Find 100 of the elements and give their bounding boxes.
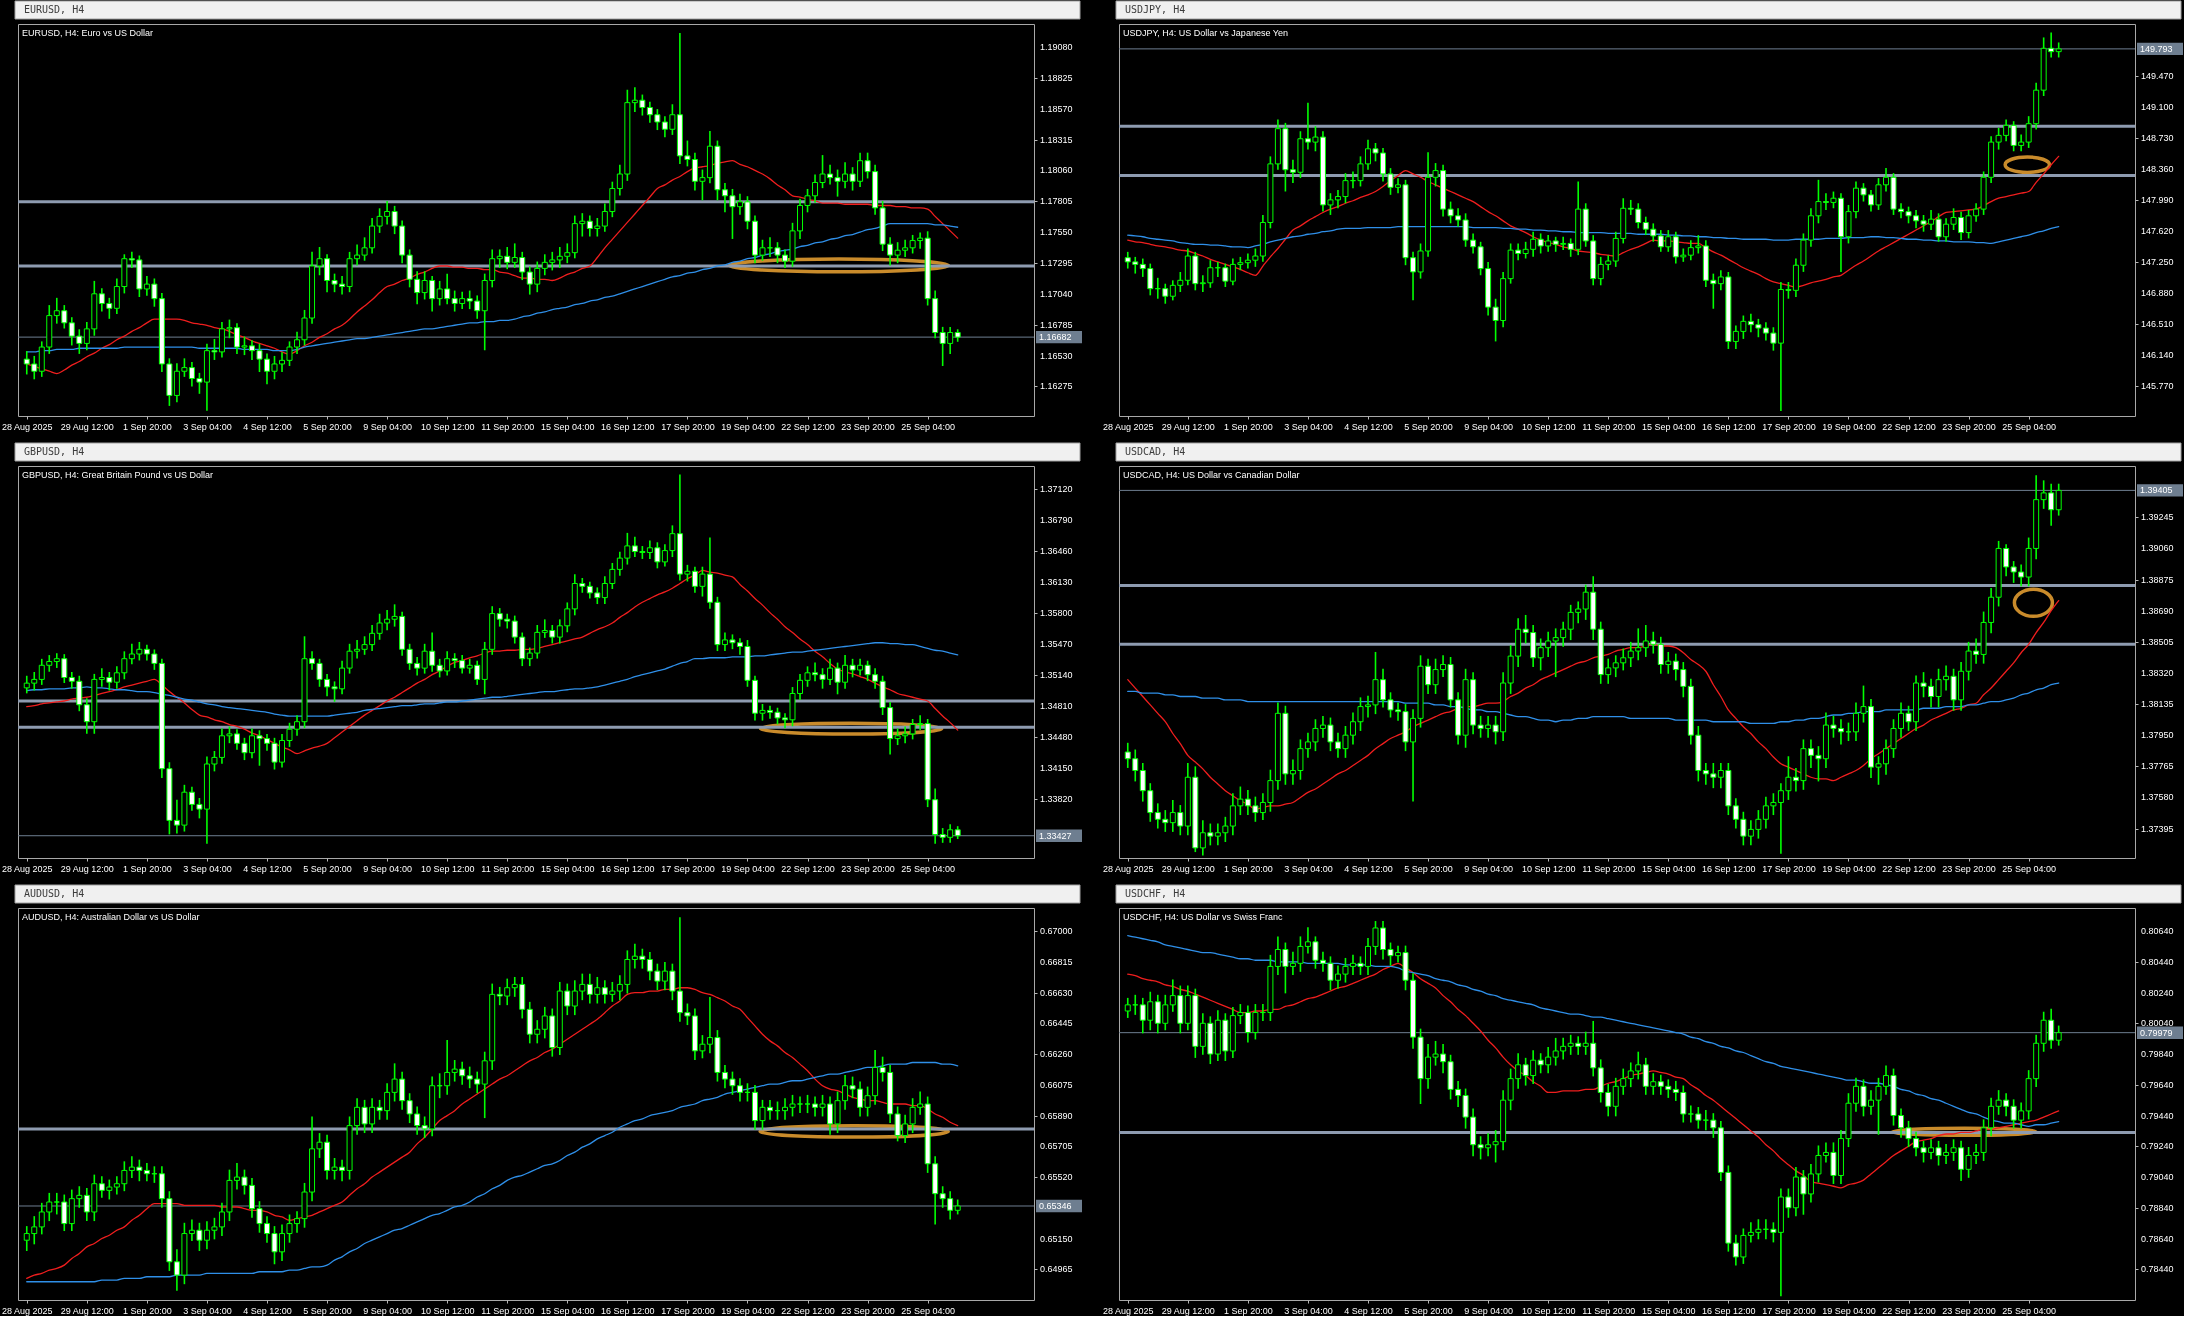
x-tick-label: 23 Sep 20:00 — [1942, 421, 1996, 432]
candlestick — [1702, 1110, 1709, 1131]
y-tick-label: 1.34810 — [1040, 700, 1073, 711]
y-tick-label: 1.38875 — [2141, 574, 2174, 585]
y-tick-label: 1.37765 — [2141, 761, 2174, 772]
y-tick-label: 0.79240 — [2141, 1141, 2174, 1152]
x-tick-label: 19 Sep 04:00 — [721, 421, 775, 432]
y-tick-label: 1.17040 — [1040, 288, 1073, 299]
x-tick-label: 10 Sep 12:00 — [1521, 421, 1576, 432]
x-tick-label: 4 Sep 12:00 — [1344, 863, 1393, 874]
y-tick-label: 1.37120 — [1040, 483, 1073, 494]
x-tick-label: 25 Sep 04:00 — [2002, 421, 2056, 432]
x-tick-label: 5 Sep 20:00 — [1404, 1305, 1453, 1316]
x-tick-label: 17 Sep 20:00 — [661, 421, 715, 432]
y-tick-label: 1.17550 — [1040, 227, 1073, 238]
x-tick-label: 9 Sep 04:00 — [1464, 421, 1513, 432]
y-tick-label: 0.78440 — [2141, 1264, 2174, 1275]
y-tick-label: 0.79040 — [2141, 1172, 2174, 1183]
y-tick-label: 0.79840 — [2141, 1049, 2174, 1060]
x-tick-label: 28 Aug 2025 — [1, 1305, 53, 1316]
ref-line-label: 149.793 — [2140, 43, 2173, 54]
x-tick-label: 19 Sep 04:00 — [721, 1305, 775, 1316]
x-tick-label: 1 Sep 20:00 — [123, 421, 172, 432]
y-tick-label: 1.37950 — [2141, 730, 2174, 741]
x-tick-label: 4 Sep 12:00 — [243, 1305, 292, 1316]
line-series — [1127, 935, 2060, 1127]
y-tick-label: 1.39245 — [2141, 512, 2174, 523]
x-tick-label: 3 Sep 04:00 — [183, 421, 232, 432]
y-tick-label: 0.66815 — [1040, 956, 1073, 967]
candlestick — [1162, 283, 1169, 304]
chart-subtitle: AUDUSD, H4: Australian Dollar vs US Dollar — [22, 912, 200, 922]
x-tick-label: 11 Sep 20:00 — [1582, 863, 1636, 874]
x-tick-label: 23 Sep 20:00 — [1942, 1305, 1996, 1316]
y-tick-label: 1.16530 — [1040, 350, 1073, 361]
candlestick — [2055, 483, 2062, 516]
y-tick-label: 1.38690 — [2141, 605, 2174, 616]
x-tick-label: 1 Sep 20:00 — [1224, 421, 1273, 432]
y-tick-label: 149.470 — [2141, 70, 2174, 81]
x-tick-label: 17 Sep 20:00 — [1762, 421, 1816, 432]
y-tick-label: 1.36460 — [1040, 545, 1073, 556]
x-tick-label: 22 Sep 12:00 — [1882, 421, 1936, 432]
candlestick — [1124, 997, 1131, 1018]
x-tick-label: 19 Sep 04:00 — [1822, 863, 1876, 874]
x-tick-label: 23 Sep 20:00 — [841, 1305, 895, 1316]
y-tick-label: 0.64965 — [1040, 1264, 1073, 1275]
chart-subtitle: USDCAD, H4: US Dollar vs Canadian Dollar — [1123, 470, 1300, 480]
x-tick-label: 29 Aug 12:00 — [1161, 1305, 1215, 1316]
x-tick-label: 16 Sep 12:00 — [601, 421, 655, 432]
chart-title: USDJPY, H4 — [1125, 4, 1186, 15]
x-tick-label: 5 Sep 20:00 — [303, 1305, 352, 1316]
x-tick-label: 3 Sep 04:00 — [183, 1305, 232, 1316]
x-tick-label: 9 Sep 04:00 — [1464, 863, 1513, 874]
ref-line-label: 1.16682 — [1039, 332, 1072, 343]
x-tick-label: 17 Sep 20:00 — [661, 863, 715, 874]
x-tick-label: 1 Sep 20:00 — [1224, 863, 1273, 874]
x-tick-label: 25 Sep 04:00 — [901, 421, 955, 432]
y-tick-label: 0.80040 — [2141, 1018, 2174, 1029]
y-tick-label: 0.78640 — [2141, 1233, 2174, 1244]
chart-subtitle: USDJPY, H4: US Dollar vs Japanese Yen — [1123, 28, 1288, 38]
y-tick-label: 147.620 — [2141, 225, 2174, 236]
y-tick-label: 1.17805 — [1040, 196, 1073, 207]
y-tick-label: 0.79640 — [2141, 1079, 2174, 1090]
y-tick-label: 1.33820 — [1040, 793, 1073, 804]
chart-title: AUDUSD, H4 — [24, 888, 85, 899]
y-tick-label: 146.510 — [2141, 318, 2174, 329]
y-tick-label: 1.19080 — [1040, 41, 1073, 52]
y-tick-label: 0.67000 — [1040, 926, 1073, 937]
y-tick-label: 1.17295 — [1040, 257, 1073, 268]
x-tick-label: 28 Aug 2025 — [1102, 1305, 1154, 1316]
x-tick-label: 5 Sep 20:00 — [1404, 863, 1453, 874]
x-tick-label: 23 Sep 20:00 — [1942, 863, 1996, 874]
y-tick-label: 1.39060 — [2141, 543, 2174, 554]
x-tick-label: 17 Sep 20:00 — [661, 1305, 715, 1316]
x-tick-label: 10 Sep 12:00 — [1521, 863, 1576, 874]
y-tick-label: 0.66260 — [1040, 1049, 1073, 1060]
x-tick-label: 4 Sep 12:00 — [1344, 1305, 1393, 1316]
chart-subtitle: USDCHF, H4: US Dollar vs Swiss Franc — [1123, 912, 1284, 922]
x-tick-label: 9 Sep 04:00 — [363, 1305, 412, 1316]
x-tick-label: 29 Aug 12:00 — [60, 1305, 114, 1316]
y-tick-label: 1.36130 — [1040, 576, 1073, 587]
x-tick-label: 25 Sep 04:00 — [901, 1305, 955, 1316]
x-tick-label: 9 Sep 04:00 — [1464, 1305, 1513, 1316]
x-tick-label: 25 Sep 04:00 — [2002, 1305, 2056, 1316]
x-tick-label: 4 Sep 12:00 — [243, 421, 292, 432]
x-tick-label: 10 Sep 12:00 — [420, 863, 475, 874]
y-tick-label: 1.18315 — [1040, 134, 1073, 145]
x-tick-label: 5 Sep 20:00 — [303, 863, 352, 874]
x-tick-label: 28 Aug 2025 — [1, 421, 53, 432]
x-tick-label: 3 Sep 04:00 — [183, 863, 232, 874]
x-tick-label: 25 Sep 04:00 — [901, 863, 955, 874]
x-tick-label: 17 Sep 20:00 — [1762, 863, 1816, 874]
y-tick-label: 0.66445 — [1040, 1018, 1073, 1029]
ref-line-label: 0.79979 — [2140, 1027, 2173, 1038]
y-tick-label: 1.35140 — [1040, 669, 1073, 680]
x-tick-label: 5 Sep 20:00 — [303, 421, 352, 432]
y-tick-label: 0.79440 — [2141, 1110, 2174, 1121]
line-series — [1127, 155, 2060, 288]
x-tick-label: 23 Sep 20:00 — [841, 863, 895, 874]
y-tick-label: 1.18825 — [1040, 72, 1073, 83]
candlestick — [2055, 1025, 2062, 1046]
